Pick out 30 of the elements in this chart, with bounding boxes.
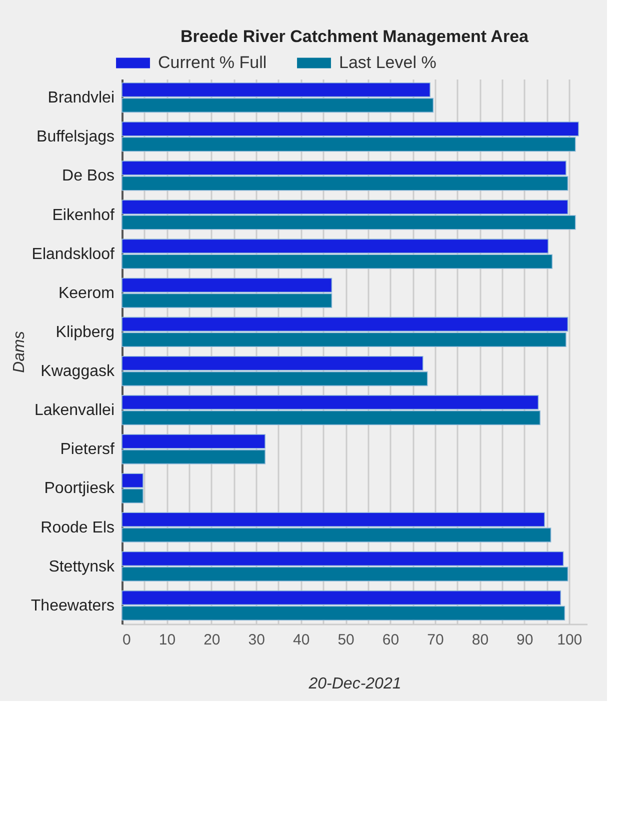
- y-tick-label: Eikenhof: [52, 206, 116, 224]
- legend-label: Current % Full: [158, 53, 267, 72]
- x-tick-label: 10: [158, 632, 176, 648]
- y-tick-label: Brandvlei: [48, 90, 114, 107]
- y-tick-label: Buffelsjags: [36, 128, 114, 146]
- x-tick-label: 20: [204, 632, 220, 648]
- x-tick-label: 0: [122, 632, 131, 648]
- y-axis-title: Dams: [10, 331, 28, 373]
- y-tick-label: Theewaters: [30, 597, 114, 614]
- y-tick-label: Roode Els: [40, 519, 114, 536]
- x-tick-label: 70: [427, 632, 444, 648]
- x-tick-label: 90: [516, 632, 534, 648]
- x-axis-title: 20-Dec-2021: [308, 676, 402, 692]
- y-tick-label: Elandskloof: [32, 246, 116, 263]
- x-tick-label: 40: [293, 632, 310, 648]
- x-tick-label: 60: [382, 632, 400, 648]
- x-tick-label: 100: [557, 632, 582, 648]
- y-tick-label: De Bos: [62, 168, 114, 185]
- legend-label: Last Level %: [339, 53, 436, 72]
- y-tick-label: Pietersf: [60, 441, 116, 458]
- y-tick-label: Klipberg: [56, 324, 114, 341]
- y-tick-label: Kwaggask: [40, 363, 116, 380]
- y-tick-label: Lakenvallei: [34, 402, 114, 420]
- y-tick-label: Keerom: [58, 284, 114, 302]
- x-tick-label: 50: [338, 632, 354, 648]
- x-tick-label: 30: [248, 632, 265, 648]
- chart-title: Breede River Catchment Management Area: [180, 27, 530, 46]
- y-tick-label: Stettynsk: [48, 558, 116, 576]
- x-tick-label: 80: [472, 632, 489, 648]
- y-tick-label: Poortjiesk: [44, 480, 116, 498]
